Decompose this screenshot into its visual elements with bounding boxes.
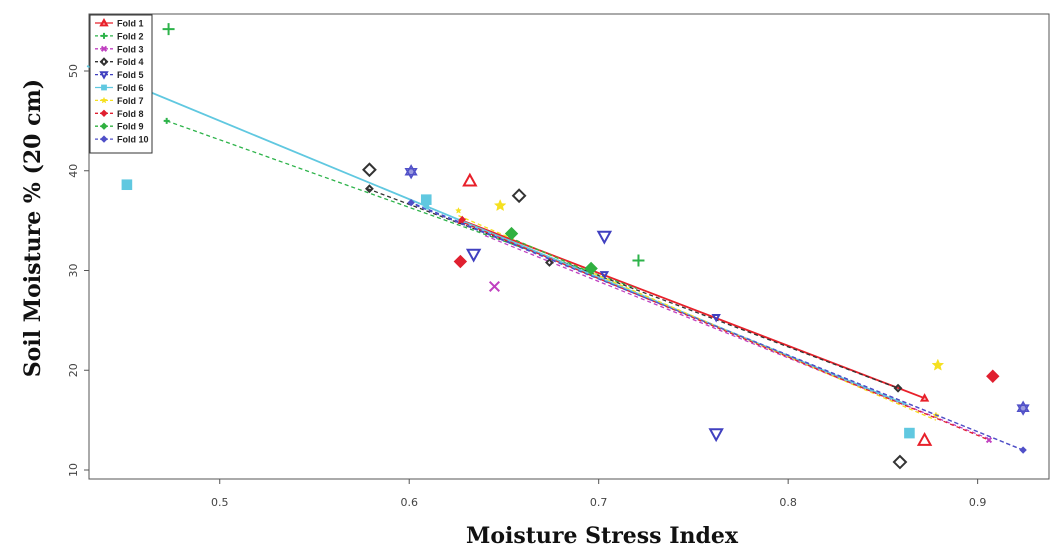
x-tick-label: 0.7 (590, 496, 608, 509)
data-point (453, 254, 468, 269)
line-point (545, 258, 554, 267)
legend-marker (100, 122, 108, 130)
legend-label: Fold 2 (117, 31, 144, 41)
data-point (493, 199, 507, 212)
data-point (892, 454, 908, 470)
legend-marker (99, 71, 109, 80)
regression-line (86, 65, 908, 406)
data-point (584, 261, 598, 276)
data-point (931, 358, 945, 371)
legend-label: Fold 9 (117, 122, 144, 132)
x-tick-label: 0.8 (779, 496, 797, 509)
data-point (511, 188, 527, 204)
data-point (986, 369, 1000, 383)
data-point (916, 432, 933, 446)
legend-marker (100, 135, 108, 143)
line-point (365, 184, 374, 194)
data-point (708, 428, 724, 443)
legend-marker (100, 109, 108, 118)
y-tick-label: 10 (67, 463, 80, 477)
legend-label: Fold 4 (117, 57, 144, 67)
line-point (455, 206, 462, 214)
x-axis-ticks: 0.5 0.6 0.7 0.8 0.9 (211, 479, 986, 509)
line-point (163, 117, 170, 124)
data-point (488, 280, 500, 292)
line-point (1019, 446, 1027, 454)
x-tick-label: 0.6 (400, 496, 418, 509)
x-axis-title: Moisture Stress Index (466, 523, 739, 549)
data-point (596, 230, 613, 245)
y-tick-label: 30 (67, 264, 80, 278)
data-point (632, 254, 645, 267)
regression-line (509, 236, 592, 274)
line-point (893, 383, 903, 393)
legend-label: Fold 3 (117, 44, 144, 54)
data-point (465, 248, 482, 263)
line-point (711, 313, 721, 323)
legend-label: Fold 7 (117, 96, 144, 106)
y-tick-label: 50 (67, 64, 80, 78)
line-point (407, 198, 415, 207)
y-axis-ticks: 10 20 30 40 50 (67, 64, 89, 477)
legend-marker (99, 17, 109, 27)
legend-label: Fold 6 (117, 83, 144, 93)
data-point (121, 179, 133, 191)
legend: Fold 1 Fold 2 Fold 3 Fold 4 Fold 5 Fold 6 Fold… (89, 14, 153, 154)
plot-frame (88, 13, 1050, 480)
y-tick-label: 40 (67, 164, 80, 178)
legend-label: Fold 8 (117, 109, 144, 119)
data-point (1016, 400, 1030, 416)
regression-line (458, 220, 990, 441)
legend-marker (100, 96, 108, 104)
line-point (458, 215, 466, 224)
line-point (919, 393, 930, 402)
data-point (504, 226, 519, 241)
legend-marker (99, 57, 109, 67)
regression-lines (86, 65, 1027, 454)
y-axis-title: Soil Moisture % (20 cm) (20, 79, 46, 377)
data-point (362, 162, 377, 178)
data-point (404, 164, 418, 180)
x-tick-label: 0.5 (211, 496, 229, 509)
y-tick-label: 20 (67, 363, 80, 377)
legend-marker (101, 32, 107, 39)
legend-marker (100, 45, 108, 52)
x-tick-label: 0.9 (969, 496, 987, 509)
regression-line (408, 202, 1024, 451)
data-point (162, 23, 175, 36)
line-point (599, 271, 610, 280)
legend-label: Fold 1 (117, 19, 144, 29)
legend-box (89, 14, 153, 154)
legend-label: Fold 10 (117, 135, 149, 145)
legend-marker (101, 84, 107, 91)
data-point (420, 194, 432, 205)
data-points (121, 23, 1030, 470)
data-point (904, 427, 915, 439)
data-point (462, 172, 478, 187)
legend-label: Fold 5 (117, 70, 144, 80)
